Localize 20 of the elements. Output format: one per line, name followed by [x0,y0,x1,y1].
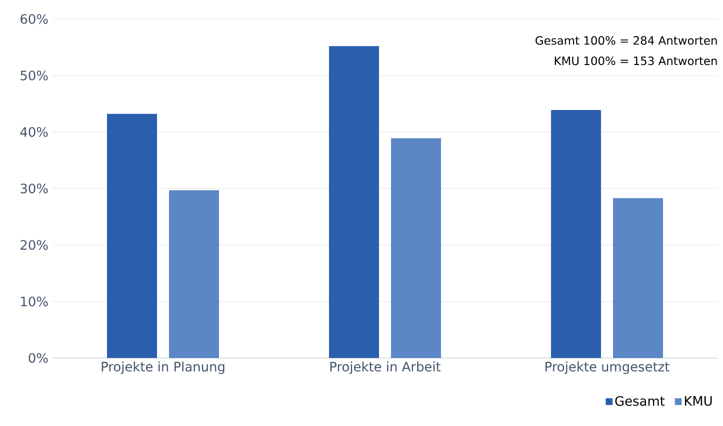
x-tick-label: Projekte in Arbeit [330,362,441,374]
y-tick-label: 0% [28,353,48,363]
y-tick-label: 30% [20,184,48,194]
bar [329,46,380,358]
bar [169,190,219,358]
legend-label: KMU [684,396,712,406]
x-tick-label: Projekte umgesetzt [546,362,670,374]
bar [613,198,664,358]
y-tick-label: 50% [20,70,48,80]
x-tick-label: Projekte in Planung [102,362,224,374]
bar [551,110,602,358]
y-tick-label: 10% [21,296,48,306]
bar [391,138,442,358]
annotation: Gesamt 100% = 284 Antworten [536,36,717,45]
y-tick-label: 60% [20,14,48,24]
annotation: KMU 100% = 153 Antworten [554,56,717,66]
legend-label: Gesamt [615,396,665,406]
bar [107,114,157,358]
y-tick-label: 20% [20,240,48,250]
y-tick-label: 40% [20,127,48,137]
